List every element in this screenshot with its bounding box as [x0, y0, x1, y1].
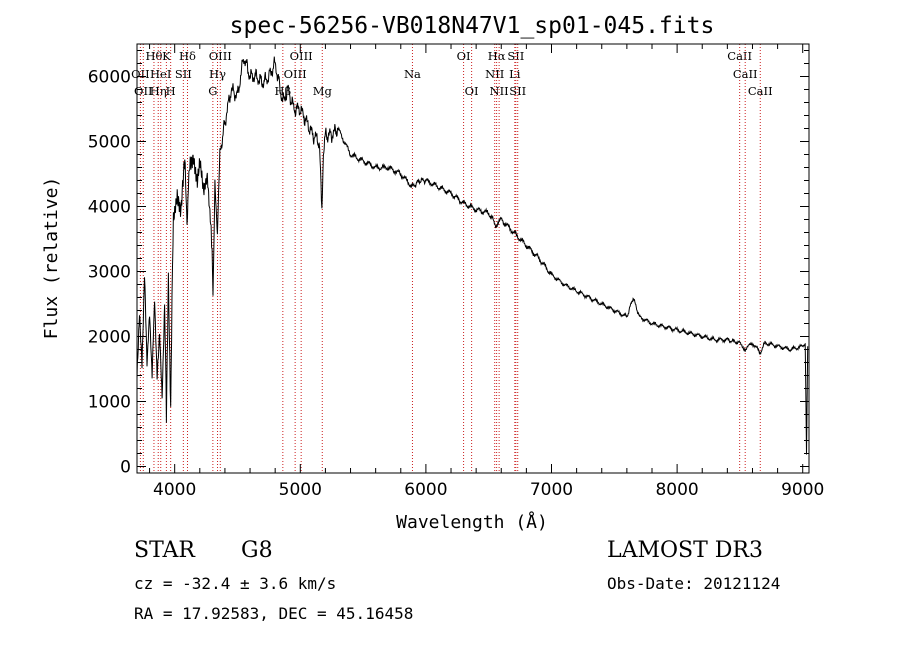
y-tick-label-3: 3000 [88, 263, 131, 283]
y-tick-label-0: 0 [120, 458, 131, 478]
line-label-10: Hγ [209, 67, 226, 81]
y-tick-label-6: 6000 [88, 68, 131, 88]
line-label-11: OIII [209, 49, 232, 63]
line-label-0: OII [131, 67, 150, 81]
line-label-15: Mg [313, 84, 333, 98]
line-label-22: Li [509, 67, 521, 81]
line-label-13: OIII [284, 67, 307, 81]
chart-title: spec-56256-VB018N47V1_sp01-045.fits [230, 13, 715, 39]
line-label-20: Hα [488, 49, 506, 63]
spectrum-series [136, 56, 809, 455]
spectrum-line [136, 56, 809, 455]
x-tick-label-4: 8000 [655, 480, 698, 500]
line-label-9: G [208, 84, 217, 98]
line-label-16: Na [404, 67, 421, 81]
line-label-24: SII [509, 84, 526, 98]
y-tick-label-5: 5000 [88, 133, 131, 153]
y-tick-label-1: 1000 [88, 393, 131, 413]
line-label-18: OI [465, 84, 479, 98]
line-label-1: OII [134, 84, 153, 98]
x-tick-label-5: 9000 [781, 480, 824, 500]
y-tick-label-2: 2000 [88, 328, 131, 348]
obs-date: Obs-Date: 20121124 [607, 574, 781, 593]
line-label-4: HeI [150, 67, 171, 81]
survey-name: LAMOST DR3 [607, 538, 763, 563]
redshift-text: cz = -32.4 ± 3.6 km/s [134, 574, 337, 593]
y-axis-label: Flux (relative) [41, 177, 62, 340]
line-label-23: SII [507, 49, 524, 63]
plot-frame [136, 43, 810, 474]
line-label-21: NII [490, 84, 509, 98]
line-label-14: OIII [290, 49, 313, 63]
line-label-5: K [162, 49, 171, 63]
x-tick-label-2: 6000 [404, 480, 447, 500]
line-label-25: CaII [727, 49, 752, 63]
object-subclass: G8 [241, 538, 273, 563]
x-tick-label-3: 7000 [530, 480, 573, 500]
x-axis-label: Wavelength (Å) [396, 511, 548, 533]
line-label-6: H [166, 84, 176, 98]
line-label-19: NII [485, 67, 504, 81]
line-label-17: OI [457, 49, 471, 63]
x-tick-label-1: 5000 [279, 480, 322, 500]
x-axis: 4000 5000 6000 7000 8000 9000 [149, 44, 824, 500]
y-axis: 0 1000 2000 3000 4000 5000 6000 [88, 50, 809, 478]
object-class: STAR [134, 538, 195, 563]
line-label-26: CaII [733, 67, 758, 81]
line-label-2: Hθ [145, 49, 162, 63]
line-label-7: SII [175, 67, 192, 81]
x-tick-label-0: 4000 [153, 480, 196, 500]
y-tick-label-4: 4000 [88, 198, 131, 218]
coordinates-text: RA = 17.92583, DEC = 45.16458 [134, 604, 414, 623]
line-label-27: CaII [748, 84, 773, 98]
line-label-3: Hη [150, 84, 167, 98]
line-label-8: Hδ [179, 49, 196, 63]
